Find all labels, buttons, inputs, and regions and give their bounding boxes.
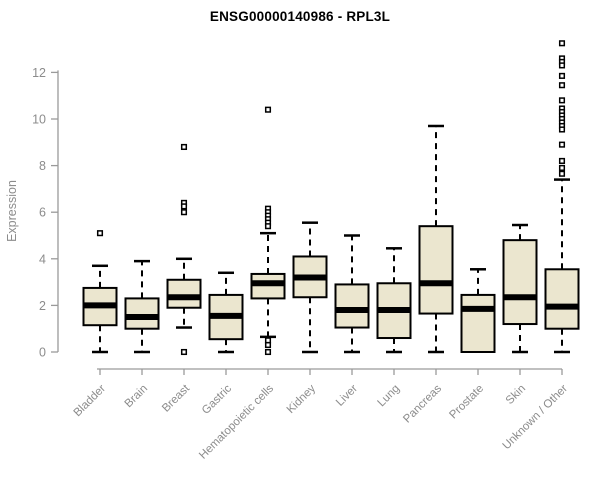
iqr-box (418, 225, 454, 315)
iqr-box (544, 268, 580, 330)
y-tick-label: 0 (39, 346, 46, 360)
x-category-label: Bladder (72, 383, 109, 420)
outlier-point (180, 348, 188, 356)
outlier-point (558, 164, 566, 171)
y-tick-label: 10 (32, 113, 46, 127)
x-category-label: Breast (160, 382, 193, 415)
boxplot-gastric (208, 271, 244, 354)
y-tick-label: 6 (39, 206, 46, 220)
boxplot-skin (502, 223, 538, 354)
x-category-label: Pancreas (401, 382, 444, 425)
outlier-point (264, 106, 272, 113)
outlier-point (558, 126, 566, 133)
y-tick-label: 4 (39, 252, 46, 266)
iqr-box (460, 293, 496, 354)
boxplot-hematopoietic-cells (250, 106, 286, 356)
iqr-box (124, 297, 160, 330)
x-category-label: Skin (504, 383, 528, 407)
outlier-point (558, 72, 566, 79)
boxplot-unknown-other (544, 40, 580, 354)
outlier-point (180, 209, 188, 216)
outlier-point (264, 223, 272, 230)
x-category-label: Hematopoietic cells (197, 382, 276, 461)
boxplot-liver (334, 234, 370, 354)
boxplot-breast (166, 143, 202, 356)
outlier-point (264, 348, 272, 356)
outlier-point (558, 97, 566, 104)
outlier-point (558, 157, 566, 164)
outlier-point (558, 40, 566, 47)
iqr-box (166, 278, 202, 309)
outlier-point (558, 170, 566, 177)
outlier-point (558, 82, 566, 89)
outlier-point (264, 341, 272, 349)
y-tick-label: 8 (39, 159, 46, 173)
boxplot-brain (124, 259, 160, 354)
chart-title: ENSG00000140986 - RPL3L (209, 9, 391, 24)
y-tick-label: 12 (32, 66, 46, 80)
outlier-point (96, 230, 104, 237)
y-tick-label: 2 (39, 299, 46, 313)
outlier-point (558, 141, 566, 148)
iqr-box (334, 283, 370, 329)
outlier-point (558, 62, 566, 69)
boxplot-pancreas (418, 124, 454, 354)
outlier-point (180, 203, 188, 210)
boxplot-bladder (82, 230, 118, 354)
boxplot-prostate (460, 268, 496, 354)
x-category-label: Gastric (200, 382, 234, 416)
x-category-label: Brain (123, 383, 150, 410)
x-category-label: Kidney (285, 382, 319, 416)
x-category-label: Prostate (447, 383, 486, 422)
x-category-label: Lung (376, 383, 403, 410)
y-axis-label: Expression (5, 180, 19, 242)
boxplot-lung (376, 247, 412, 354)
outlier-point (180, 143, 188, 151)
x-category-label: Liver (334, 383, 360, 409)
iqr-box (502, 239, 538, 326)
boxplot-kidney (292, 221, 328, 354)
